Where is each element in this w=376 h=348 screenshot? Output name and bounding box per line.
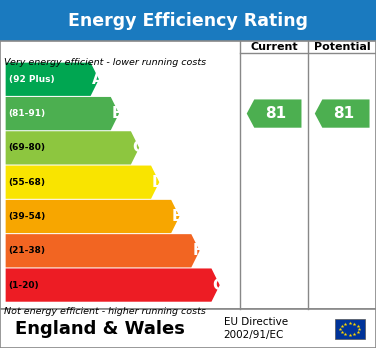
- Text: A: A: [91, 72, 103, 87]
- Text: 81: 81: [265, 106, 287, 121]
- Polygon shape: [6, 166, 159, 199]
- Bar: [0, 41, 376, 309]
- Text: (81-91): (81-91): [9, 109, 46, 118]
- Text: EU Directive
2002/91/EC: EU Directive 2002/91/EC: [224, 317, 288, 340]
- Text: B: B: [112, 106, 123, 121]
- Bar: [0, 309, 376, 348]
- Polygon shape: [6, 200, 179, 233]
- Text: (21-38): (21-38): [9, 246, 45, 255]
- Polygon shape: [6, 131, 139, 165]
- Bar: [0, 0, 376, 41]
- Polygon shape: [315, 100, 370, 128]
- Text: Potential: Potential: [314, 42, 370, 52]
- Text: E: E: [172, 209, 182, 224]
- Text: (69-80): (69-80): [9, 143, 45, 152]
- Text: Current: Current: [250, 42, 298, 52]
- Text: (55-68): (55-68): [9, 178, 45, 187]
- Polygon shape: [6, 63, 99, 96]
- Text: Very energy efficient - lower running costs: Very energy efficient - lower running co…: [4, 58, 206, 67]
- Text: D: D: [152, 175, 165, 190]
- Polygon shape: [247, 100, 302, 128]
- Text: (1-20): (1-20): [9, 280, 39, 290]
- Polygon shape: [6, 234, 200, 267]
- Text: (92 Plus): (92 Plus): [9, 75, 54, 84]
- Text: England & Wales: England & Wales: [15, 319, 185, 338]
- Text: F: F: [192, 243, 203, 258]
- Text: G: G: [212, 278, 225, 293]
- Text: C: C: [132, 140, 143, 155]
- Text: 81: 81: [334, 106, 355, 121]
- Text: Not energy efficient - higher running costs: Not energy efficient - higher running co…: [4, 307, 206, 316]
- Bar: [335, 319, 365, 339]
- Text: Energy Efficiency Rating: Energy Efficiency Rating: [68, 11, 308, 30]
- Polygon shape: [6, 97, 119, 130]
- Text: (39-54): (39-54): [9, 212, 46, 221]
- Polygon shape: [6, 268, 220, 302]
